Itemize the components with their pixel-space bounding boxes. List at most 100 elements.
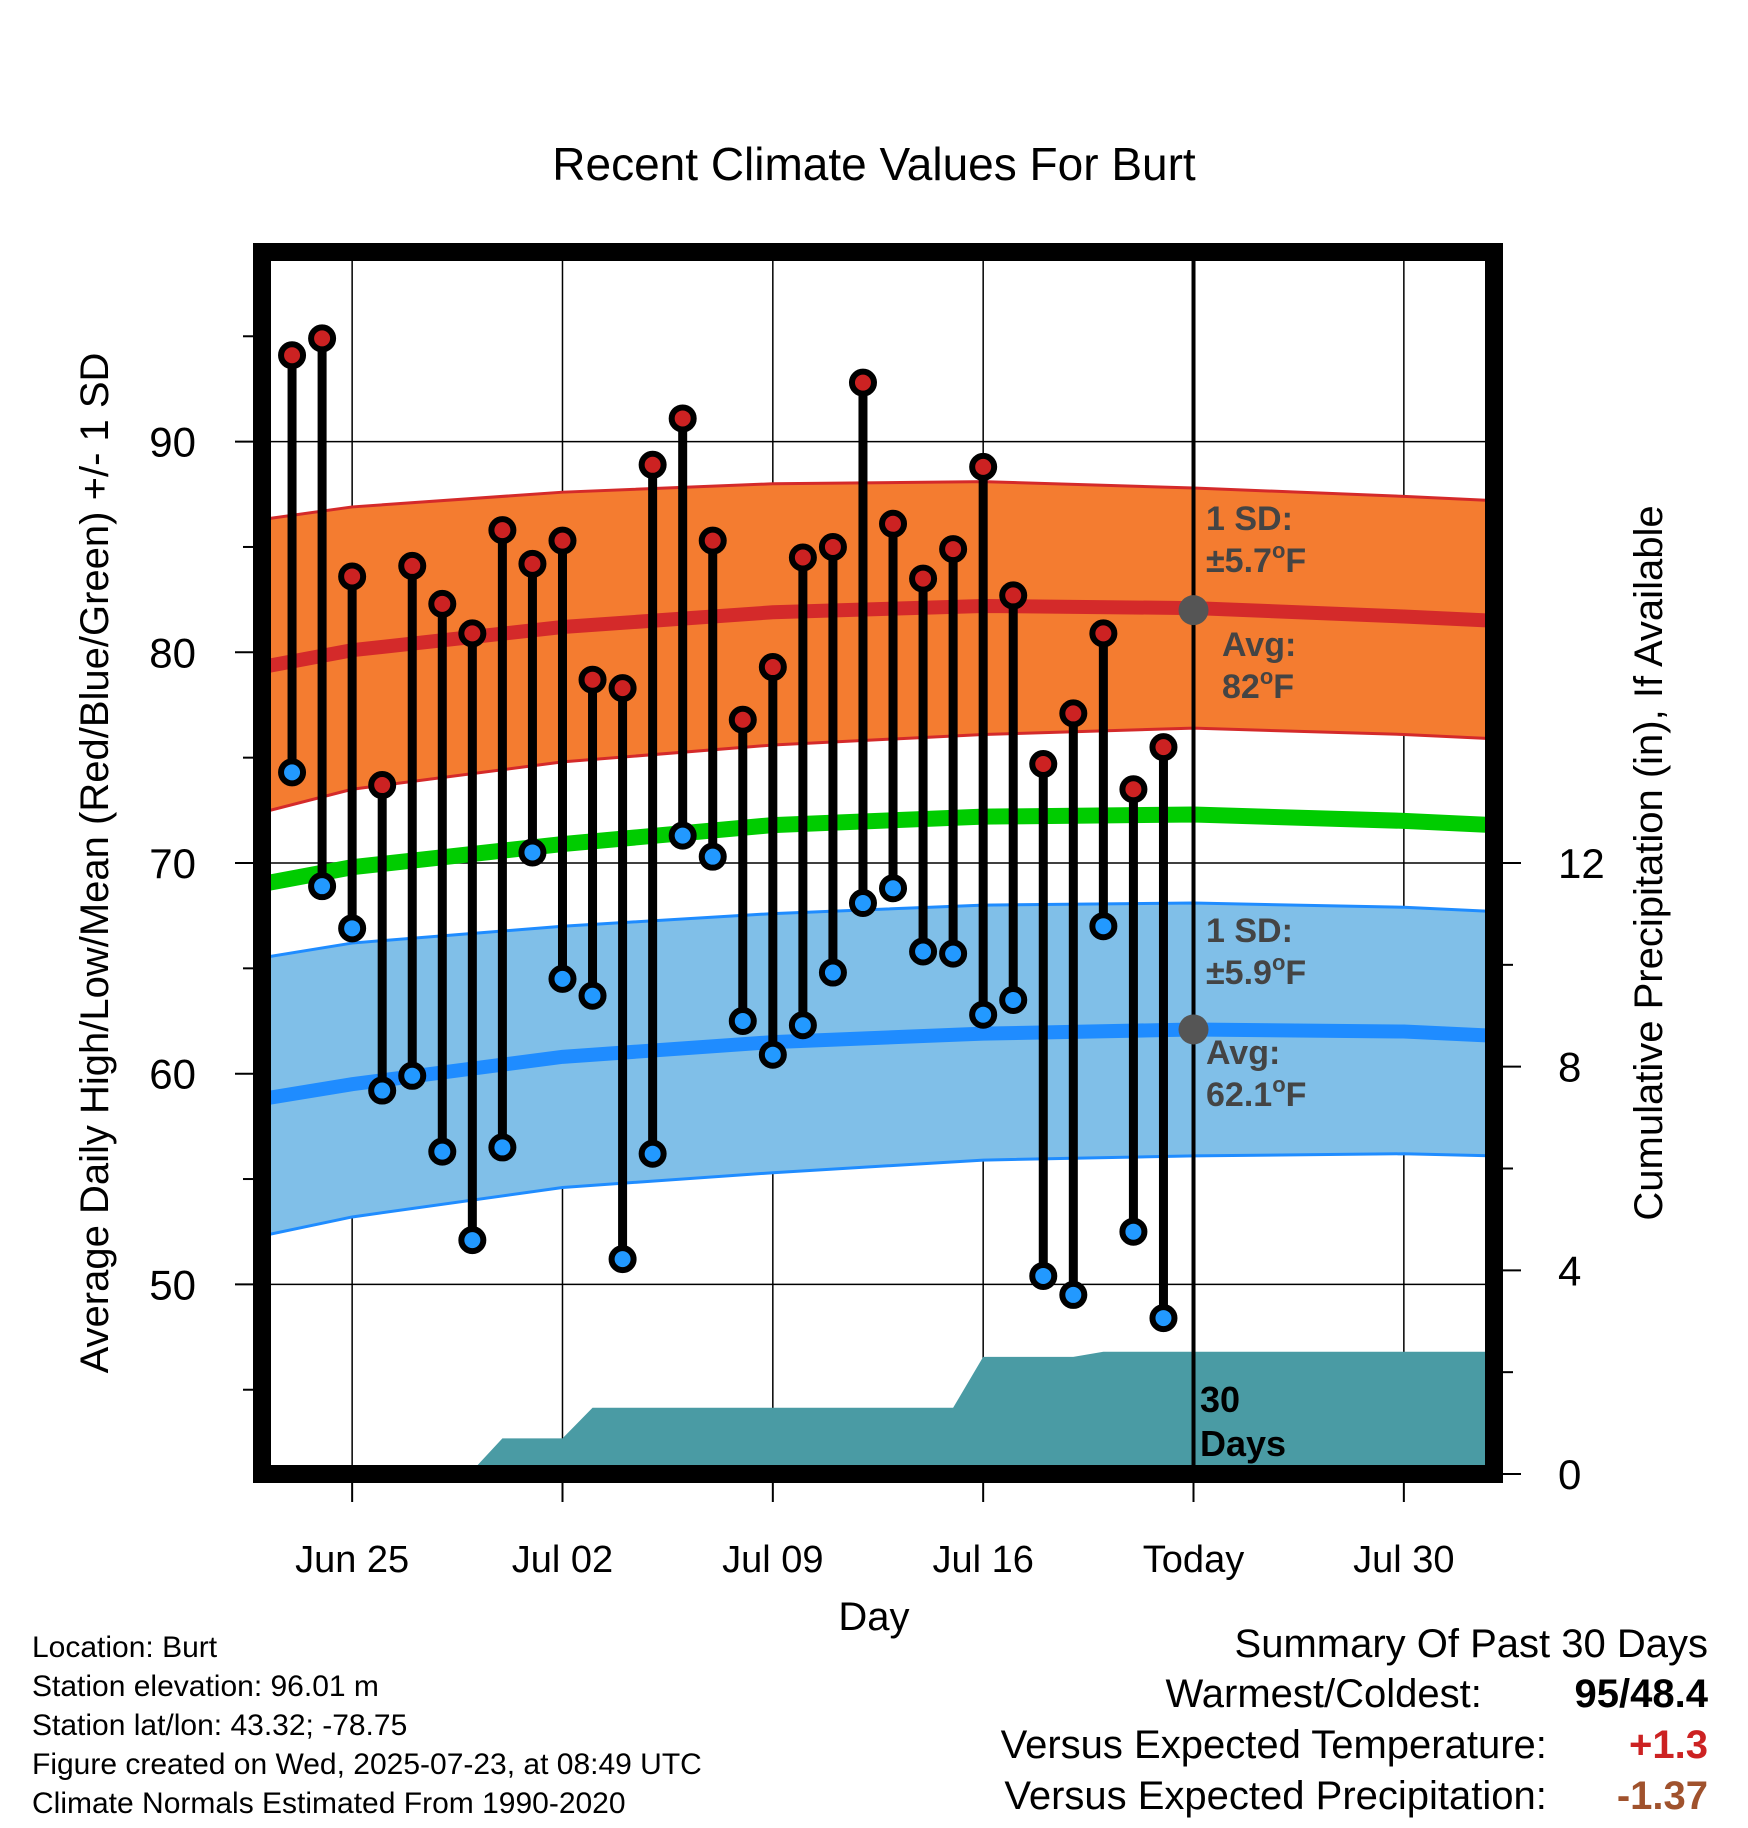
summary-temp-label: Versus Expected Temperature: (1000, 1723, 1547, 1767)
high-avg-marker (1178, 595, 1209, 626)
low-point-8 (518, 838, 547, 867)
y-axis-left-label: Average Daily High/Low/Mean (Red/Blue/Gr… (73, 353, 117, 1374)
high-point-22 (939, 535, 968, 564)
low-avg-value: 62.1oF (1206, 1072, 1306, 1114)
y-left-tick-label-4: 90 (149, 419, 196, 466)
x-tick-label-4: Today (1143, 1539, 1244, 1581)
high-avg-title: Avg: (1222, 626, 1296, 664)
x-tick-label-1: Jul 02 (512, 1539, 613, 1581)
y-right-tick-label-0: 0 (1558, 1451, 1581, 1498)
low-point-18 (818, 958, 847, 987)
low-sd-upper-line (262, 901, 1494, 960)
summary-coldest: 48.4 (1630, 1672, 1708, 1716)
x-axis-label: Day (838, 1595, 909, 1639)
high-point-10 (578, 665, 607, 694)
high-point-28 (1119, 775, 1148, 804)
daily-points (278, 324, 1178, 1333)
period-number: 30 (1200, 1379, 1240, 1420)
high-point-6 (458, 619, 487, 648)
high-point-5 (428, 589, 457, 618)
normal-bands (262, 480, 1494, 1238)
high-sd-value-number: ±5.7 (1206, 542, 1272, 580)
y-left-tick-label-2: 70 (149, 840, 196, 887)
high-point-8 (518, 549, 547, 578)
low-point-2 (338, 914, 367, 943)
x-tick-label-3: Jul 16 (932, 1539, 1033, 1581)
low-sd-value-unit: F (1285, 954, 1306, 992)
chart-title: Recent Climate Values For Burt (552, 138, 1196, 190)
low-point-13 (668, 821, 697, 850)
high-point-17 (788, 543, 817, 572)
y-axis-left: 50 60 70 80 90 (149, 335, 253, 1391)
low-avg-value-unit: F (1286, 1076, 1307, 1114)
low-avg-value-number: 62.1 (1206, 1076, 1272, 1114)
summary-title: Summary Of Past 30 Days (1234, 1622, 1708, 1666)
period-unit: Days (1200, 1423, 1286, 1464)
summary-temperature: Versus Expected Temperature: +1.3 (1001, 1723, 1708, 1768)
summary-warmest-coldest: Warmest/Coldest: 95/48.4 (1166, 1672, 1709, 1717)
y-left-tick-label-1: 60 (149, 1051, 196, 1098)
cumulative-precip-area (262, 1351, 1494, 1474)
summary-temp-value: +1.3 (1629, 1723, 1708, 1767)
low-point-6 (458, 1226, 487, 1255)
x-axis: Jun 25 Jul 02 Jul 09 Jul 16 Today Jul 30 (295, 1483, 1455, 1581)
low-avg-value-degree: o (1272, 1072, 1285, 1097)
x-tick-label-5: Jul 30 (1353, 1539, 1454, 1581)
low-point-16 (758, 1040, 787, 1069)
daily-range-stems (287, 338, 1168, 1319)
low-point-24 (999, 985, 1028, 1014)
info-created: Figure created on Wed, 2025-07-23, at 08… (32, 1748, 702, 1781)
low-sd-value: ±5.9oF (1206, 950, 1306, 992)
high-avg-value-degree: o (1260, 664, 1273, 689)
y-right-tick-label-2: 8 (1558, 1044, 1581, 1091)
low-point-19 (848, 889, 877, 918)
info-location: Location: Burt (32, 1631, 218, 1664)
summary-warmest-coldest-label: Warmest/Coldest: (1165, 1672, 1482, 1716)
high-avg-value-unit: F (1273, 668, 1294, 706)
low-sd-value-number: ±5.9 (1206, 954, 1272, 992)
y-right-tick-label-1: 4 (1558, 1247, 1581, 1294)
high-sd-value: ±5.7oF (1206, 538, 1306, 580)
low-point-20 (879, 874, 908, 903)
high-avg-value: 82oF (1222, 664, 1294, 706)
low-point-7 (488, 1133, 517, 1162)
y-axis-right: 0 4 8 12 (1503, 840, 1605, 1498)
low-point-10 (578, 981, 607, 1010)
low-point-12 (638, 1139, 667, 1168)
low-point-26 (1059, 1280, 1088, 1309)
y-axis-right-label: Cumulative Precipitation (in), If Availa… (1627, 505, 1671, 1220)
low-point-3 (368, 1076, 397, 1105)
y-left-tick-label-0: 50 (149, 1261, 196, 1308)
high-point-23 (969, 452, 998, 481)
high-point-13 (668, 404, 697, 433)
low-point-17 (788, 1011, 817, 1040)
high-point-16 (758, 653, 787, 682)
info-normals: Climate Normals Estimated From 1990-2020 (32, 1787, 626, 1820)
info-elevation: Station elevation: 96.01 m (32, 1670, 379, 1703)
high-point-25 (1029, 749, 1058, 778)
low-point-27 (1089, 912, 1118, 941)
summary-precip-value: -1.37 (1616, 1774, 1708, 1818)
low-point-29 (1149, 1304, 1178, 1333)
high-point-4 (398, 551, 427, 580)
high-sd-value-unit: F (1285, 542, 1306, 580)
high-avg-line (262, 598, 1494, 674)
high-point-19 (848, 368, 877, 397)
high-avg-value-number: 82 (1222, 668, 1260, 706)
low-point-5 (428, 1137, 457, 1166)
low-point-1 (308, 872, 337, 901)
high-point-11 (608, 674, 637, 703)
summary-precip-label: Versus Expected Precipitation: (1004, 1774, 1547, 1818)
high-point-15 (728, 705, 757, 734)
high-point-9 (548, 526, 577, 555)
low-point-9 (548, 964, 577, 993)
low-point-21 (909, 937, 938, 966)
summary-warmest: 95 (1574, 1672, 1620, 1716)
x-tick-label-0: Jun 25 (295, 1539, 409, 1581)
low-point-22 (939, 939, 968, 968)
info-latlon: Station lat/lon: 43.32; -78.75 (32, 1709, 408, 1742)
low-sd-lower-line (262, 1152, 1494, 1238)
y-left-tick-label-3: 80 (149, 629, 196, 676)
